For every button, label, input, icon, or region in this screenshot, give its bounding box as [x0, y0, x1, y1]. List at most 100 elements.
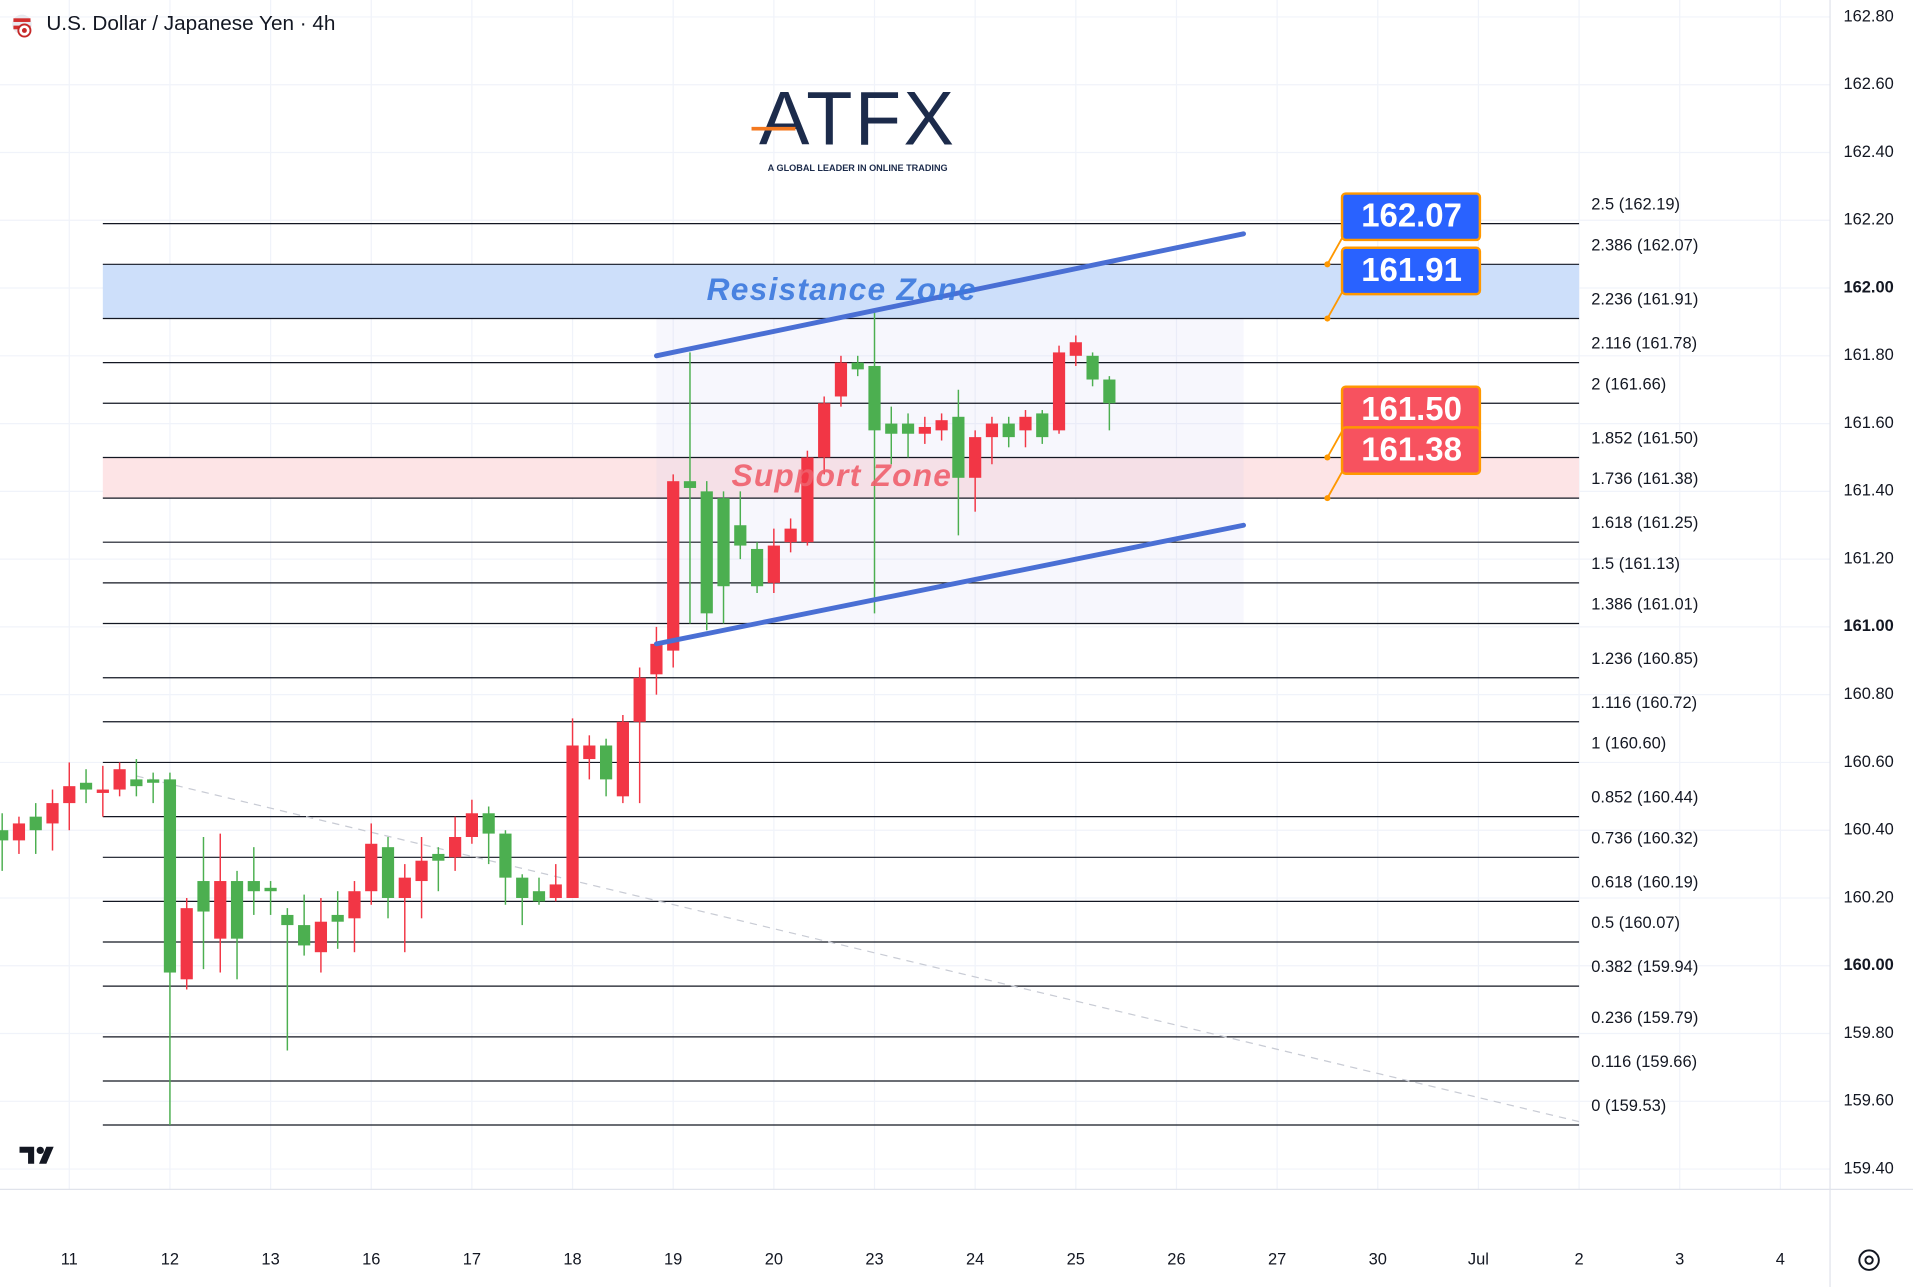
- y-tick-label: 162.20: [1843, 211, 1893, 229]
- candle-body: [650, 643, 663, 675]
- y-tick-label: 160.60: [1843, 753, 1893, 771]
- x-tick-label: 4: [1776, 1251, 1785, 1269]
- candle-body: [79, 782, 93, 790]
- candle-body: [247, 881, 260, 892]
- fib-label: 1 (160.60): [1591, 734, 1666, 752]
- candle-body: [415, 860, 428, 882]
- fib-label: 1.618 (161.25): [1591, 514, 1698, 532]
- callout-point: [1324, 261, 1331, 268]
- channel-line: [653, 231, 1247, 359]
- tv-logo: [19, 1146, 54, 1164]
- callout-label: 161.91: [1361, 251, 1462, 288]
- fib-label: 1.5 (161.13): [1591, 555, 1680, 573]
- candle-body: [46, 803, 59, 824]
- callout-point: [1324, 315, 1331, 322]
- candle-body: [952, 416, 965, 478]
- x-tick-label: 24: [966, 1251, 984, 1269]
- candle-body: [130, 779, 143, 787]
- candle-body: [96, 789, 109, 793]
- chart-title: U.S. Dollar / Japanese Yen · 4h: [46, 12, 335, 35]
- candle-body: [147, 779, 160, 783]
- x-tick-label: 3: [1675, 1251, 1684, 1269]
- fib-label: 1.736 (161.38): [1591, 470, 1698, 488]
- y-tick-label: 162.40: [1843, 143, 1893, 161]
- callout-label: 161.50: [1361, 390, 1462, 427]
- candle-body: [12, 823, 26, 841]
- fib-label: 0 (159.53): [1591, 1097, 1666, 1115]
- candle-body: [767, 545, 780, 583]
- candle-body: [901, 423, 915, 434]
- fib-label: 2.116 (161.78): [1591, 335, 1697, 353]
- candle-body: [667, 481, 680, 651]
- fib-label: 2.386 (162.07): [1591, 236, 1698, 254]
- callout-point: [1324, 454, 1331, 461]
- candle-body: [717, 498, 730, 587]
- candle-body: [700, 491, 713, 614]
- candle-body: [985, 423, 999, 438]
- candle-body: [784, 528, 797, 543]
- logo-tagline: A GLOBAL LEADER IN ONLINE TRADING: [768, 163, 948, 173]
- zone-label: Resistance Zone: [707, 271, 977, 307]
- y-tick-label: 161.60: [1843, 414, 1893, 432]
- x-tick-label: 2: [1574, 1251, 1583, 1269]
- y-tick-label: 161.20: [1843, 549, 1893, 567]
- x-tick-label: 17: [463, 1251, 481, 1269]
- candle-body: [801, 457, 814, 543]
- candle-body: [599, 745, 613, 780]
- candle-body: [113, 769, 126, 790]
- candle-body: [398, 877, 411, 898]
- logo-accent: [751, 126, 796, 131]
- candle-body: [163, 779, 177, 973]
- candle-body: [281, 914, 294, 926]
- fib-label: 2.5 (162.19): [1591, 196, 1680, 214]
- candle-body: [566, 745, 579, 898]
- fib-label: 0.116 (159.66): [1591, 1053, 1697, 1071]
- y-tick-label: 161.40: [1843, 482, 1893, 500]
- x-tick-label: 20: [765, 1251, 783, 1269]
- fib-label: 0.852 (160.44): [1591, 789, 1698, 807]
- candle-body: [935, 420, 948, 431]
- candle-body: [734, 525, 747, 546]
- candle-body: [1019, 416, 1032, 431]
- candle-body: [1036, 413, 1049, 438]
- candle-body: [381, 847, 395, 898]
- candle-body: [1002, 423, 1015, 438]
- candle-body: [750, 548, 764, 587]
- fib-label: 0.5 (160.07): [1591, 914, 1680, 932]
- candle-body: [0, 830, 9, 841]
- candle-body: [365, 843, 378, 892]
- candle-body: [432, 853, 445, 861]
- trend-line: [136, 775, 1580, 1123]
- x-tick-label: 26: [1167, 1251, 1185, 1269]
- y-tick-label: 160.00: [1843, 956, 1893, 974]
- candle-body: [868, 365, 881, 431]
- candle-body: [331, 914, 344, 922]
- x-tick-label: 13: [261, 1251, 279, 1269]
- candle-body: [482, 813, 495, 834]
- candle-body: [549, 884, 562, 898]
- fib-label: 1.852 (161.50): [1591, 430, 1698, 448]
- candle-body: [180, 908, 193, 980]
- zone: [102, 457, 1580, 499]
- channel-line: [653, 522, 1247, 647]
- callout-label: 161.38: [1361, 430, 1462, 467]
- candle-body: [264, 887, 277, 892]
- x-tick-label: 27: [1268, 1251, 1286, 1269]
- y-tick-label: 159.60: [1843, 1092, 1893, 1110]
- callout-box: [1340, 426, 1482, 475]
- settings-icon[interactable]: [1858, 1249, 1880, 1271]
- candle-body: [583, 745, 596, 760]
- y-tick-label: 160.40: [1843, 821, 1893, 839]
- y-tick-label: 159.40: [1843, 1159, 1893, 1177]
- logo: ATFX: [759, 77, 956, 161]
- x-tick-label: 12: [161, 1251, 179, 1269]
- candle-body: [29, 816, 42, 831]
- candle-body: [197, 881, 210, 912]
- callout-label: 162.07: [1361, 197, 1462, 234]
- symbol-flag: [12, 14, 32, 38]
- candle-body: [499, 833, 512, 878]
- candle-body: [532, 891, 546, 902]
- candle-body: [1069, 342, 1082, 356]
